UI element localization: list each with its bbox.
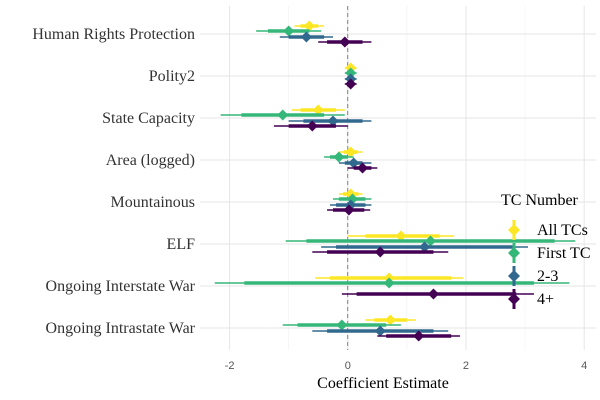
legend-title: TC Number <box>501 192 579 209</box>
x-tick-label: 0 <box>345 360 351 372</box>
legend-key-diamond <box>508 224 520 236</box>
point-estimate-4- <box>374 246 386 258</box>
point-estimate-4- <box>306 120 318 132</box>
y-term-label: Polity2 <box>149 68 195 85</box>
point-estimate-4- <box>343 204 355 216</box>
point-estimate-first-tc <box>333 151 345 163</box>
point-estimate-all-tcs <box>312 104 324 116</box>
legend-key-diamond <box>508 270 520 282</box>
y-term-label: State Capacity <box>102 110 195 127</box>
x-tick-label: 4 <box>581 360 587 372</box>
x-axis-tick-labels: -2 0 2 4 <box>225 360 588 372</box>
legend-key-4- <box>508 289 520 309</box>
coefficient-marks <box>214 20 576 342</box>
point-estimate-first-tc <box>336 319 348 331</box>
point-estimate-all-tcs <box>395 230 407 242</box>
legend-entry-label: First TC <box>537 245 591 262</box>
y-term-label: Mountainous <box>111 194 195 211</box>
legend-key-diamond <box>508 293 520 305</box>
point-estimate-4- <box>339 36 351 48</box>
point-estimate-2-3 <box>300 31 312 43</box>
point-estimate-first-tc <box>277 109 289 121</box>
point-estimate-all-tcs <box>384 314 396 326</box>
point-estimate-first-tc <box>383 277 395 289</box>
point-estimate-4- <box>427 288 439 300</box>
point-estimate-first-tc <box>345 67 357 79</box>
point-estimate-4- <box>357 162 369 174</box>
point-estimate-2-3 <box>374 325 386 337</box>
y-term-label: Ongoing Intrastate War <box>46 320 196 337</box>
x-tick-label: 2 <box>463 360 469 372</box>
point-estimate-first-tc <box>425 235 437 247</box>
x-tick-label: -2 <box>225 360 235 372</box>
y-term-label: ELF <box>167 236 196 253</box>
legend: TC Number All TCs First TC 2-3 4+ <box>501 192 591 309</box>
y-term-label: Area (logged) <box>106 152 195 169</box>
y-axis-term-labels: Human Rights Protection Polity2 State Capa… <box>32 26 195 337</box>
legend-key-first-tc <box>508 243 520 263</box>
point-estimate-all-tcs <box>345 146 357 158</box>
legend-entry-label: 2-3 <box>537 268 558 285</box>
x-axis-label: Coefficient Estimate <box>317 375 449 392</box>
legend-key-all-tcs <box>508 220 520 240</box>
point-estimate-4- <box>345 78 357 90</box>
y-term-label: Ongoing Interstate War <box>46 278 196 295</box>
legend-key-diamond <box>508 247 520 259</box>
point-estimate-2-3 <box>327 115 339 127</box>
point-estimate-2-3 <box>419 241 431 253</box>
legend-key-2-3 <box>508 266 520 286</box>
point-estimate-first-tc <box>283 25 295 37</box>
legend-entry-label: 4+ <box>537 291 554 308</box>
y-term-label: Human Rights Protection <box>32 26 195 43</box>
legend-entry-label: All TCs <box>537 222 588 239</box>
point-estimate-4- <box>413 330 425 342</box>
point-estimate-2-3 <box>348 157 360 169</box>
point-estimate-all-tcs <box>303 20 315 32</box>
